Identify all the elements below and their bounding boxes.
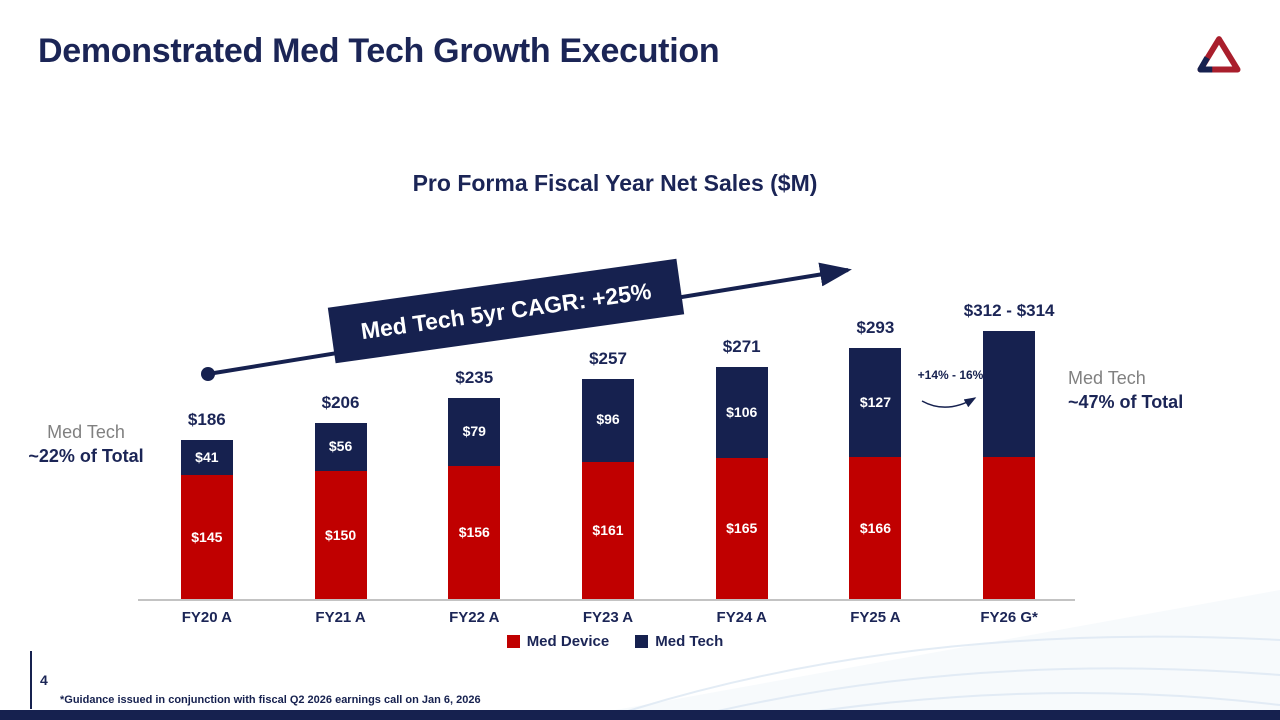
bar-value-label: $161: [592, 521, 624, 538]
slide-title: Demonstrated Med Tech Growth Execution: [38, 32, 720, 70]
bar-value-label: $56: [328, 437, 353, 454]
company-logo: [1197, 36, 1241, 73]
bar-total-label: $186: [187, 410, 226, 430]
bar-total-label: $293: [856, 318, 895, 338]
left-callout-line2: ~22% of Total: [28, 446, 144, 467]
bar-value-label: $166: [859, 519, 891, 536]
bar-value-label: $41: [195, 448, 219, 465]
med-device-swatch-icon: [506, 635, 520, 648]
bar-segment-med-tech: [983, 330, 1036, 458]
right-callout-line1: Med Tech: [1068, 368, 1146, 388]
bar-segment-med-tech: [582, 378, 634, 462]
bar-segment-med-device: [983, 457, 1036, 600]
bar-value-label: $79: [462, 422, 486, 439]
bar-value-label: $106: [726, 403, 758, 420]
bar-value-label: $150: [324, 526, 357, 543]
x-axis-label: FY22 A: [449, 609, 500, 626]
chart-title: Pro Forma Fiscal Year Net Sales ($M): [412, 170, 818, 196]
bottom-bar: [0, 710, 1280, 720]
bar-segment-med-device: [715, 458, 768, 600]
x-axis-label: FY26 G*: [980, 609, 1038, 626]
bar-segment-med-tech: [448, 397, 501, 466]
bar-segment-med-tech: [715, 366, 768, 459]
bar-segment-med-tech: [314, 422, 367, 471]
med-tech-swatch-icon: [635, 635, 649, 648]
legend-item-med-device: Med Device: [506, 633, 610, 650]
x-axis-label: FY24 A: [716, 609, 767, 626]
legend-label: Med Tech: [655, 633, 724, 650]
x-axis-line: [138, 599, 1075, 601]
bar-segment-med-device: [314, 471, 367, 600]
bar-segment-med-device: [448, 465, 501, 600]
bar-value-label: $156: [458, 523, 490, 540]
right-callout-line2: ~47% of Total: [1068, 392, 1184, 413]
x-axis-label: FY23 A: [582, 609, 634, 626]
bar-total-label: $271: [722, 336, 761, 356]
footnote: *Guidance issued in conjunction with fis…: [60, 694, 481, 706]
bar-value-label: $145: [191, 528, 223, 545]
fy26-growth-label: +14% - 16%: [917, 368, 984, 382]
cagr-banner: Med Tech 5yr CAGR: +25%: [327, 258, 685, 364]
bar-value-label: $96: [596, 411, 620, 428]
chart-legend: Med Device Med Tech: [0, 633, 1230, 650]
x-axis-label: FY25 A: [850, 609, 901, 626]
bar-value-label: $127: [859, 393, 891, 410]
bar-segment-med-device: [180, 475, 233, 600]
right-callout: Med Tech ~47% of Total: [1068, 366, 1238, 415]
footer-accent-line: [30, 651, 32, 709]
bar-segment-med-tech: [849, 348, 902, 458]
bar-segment-med-device: [582, 461, 634, 600]
left-callout-line1: Med Tech: [47, 422, 125, 442]
bar-value-label: $165: [726, 520, 758, 537]
bar-total-label: $312 - $314: [963, 300, 1055, 320]
legend-item-med-tech: Med Tech: [635, 633, 723, 650]
cagr-banner-text: Med Tech 5yr CAGR: +25%: [359, 277, 653, 344]
bar-segment-med-tech: [180, 440, 233, 476]
x-axis-label: FY20 A: [181, 609, 232, 626]
x-axis-label: FY21 A: [315, 609, 366, 626]
left-callout: Med Tech ~22% of Total: [6, 420, 166, 469]
bar-total-label: $206: [321, 392, 360, 412]
legend-label: Med Device: [526, 633, 610, 650]
bar-total-label: $235: [455, 367, 494, 387]
bar-segment-med-device: [849, 457, 902, 600]
page-number: 4: [40, 672, 48, 688]
